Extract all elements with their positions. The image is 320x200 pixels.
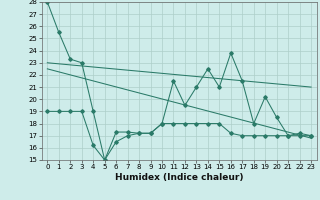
- X-axis label: Humidex (Indice chaleur): Humidex (Indice chaleur): [115, 173, 244, 182]
